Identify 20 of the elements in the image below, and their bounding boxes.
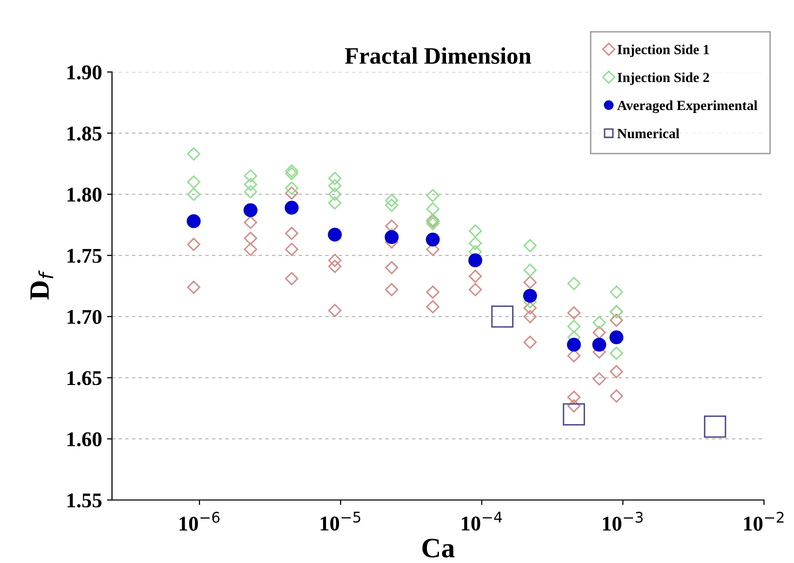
y-tick-label: 1.70 [67,310,102,324]
y-tick-label: 1.65 [67,371,102,386]
y-tick-label: 1.90 [67,65,102,80]
legend-label: Injection Side 2 [618,72,710,85]
legend-label: Averaged Experimental [617,100,758,114]
x-axis-title: Ca [422,538,455,558]
y-tick-label: 1.55 [67,493,102,508]
legend-label: Numerical [617,128,680,138]
y-tick-label: 1.75 [67,248,102,263]
x-tick-label: 10$^{−6}$ [180,512,220,531]
chart-title: Fractal Dimension [344,47,532,64]
x-tick-label: 10$^{−3}$ [602,512,643,531]
x-tick-label: 10$^{−5}$ [320,512,360,531]
y-tick-label: 1.60 [67,432,102,446]
y-axis-title: D$_{f}$ [30,270,54,300]
legend-label: Injection Side 1 [618,44,709,58]
x-tick-label: 10$^{−4}$ [462,512,502,531]
x-tick-label: 10$^{−2}$ [744,512,784,531]
y-tick-label: 1.85 [67,126,102,141]
y-tick-label: 1.80 [67,188,102,202]
